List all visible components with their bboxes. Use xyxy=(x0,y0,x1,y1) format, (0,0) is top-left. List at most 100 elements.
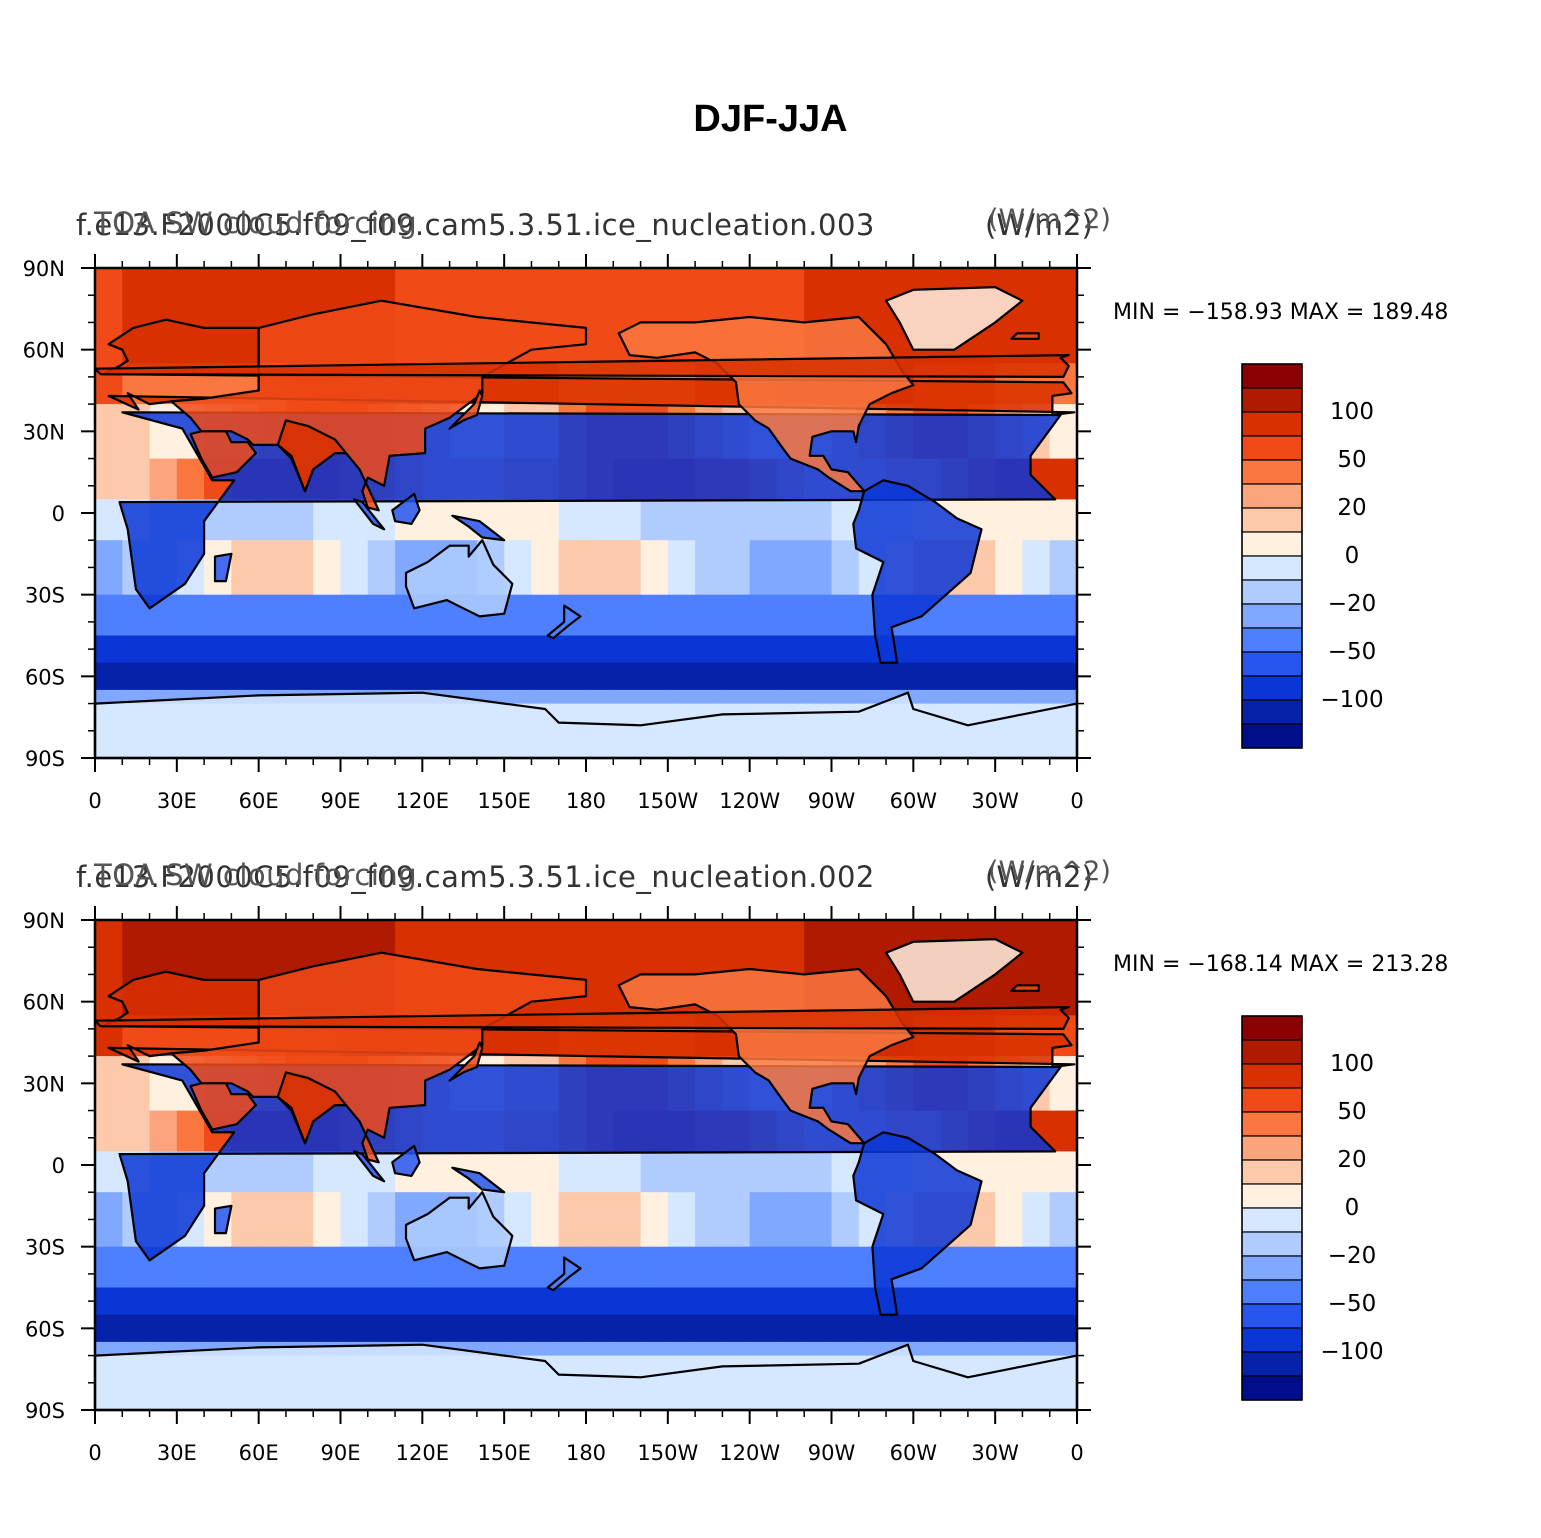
panel-units: (W/m2) xyxy=(985,860,1093,894)
colorbar-swatch xyxy=(1241,723,1303,749)
contour-cell xyxy=(967,1301,996,1316)
contour-cell xyxy=(449,295,478,310)
contour-cell xyxy=(95,1233,123,1248)
contour-cell xyxy=(176,920,205,935)
contour-cell xyxy=(367,1273,396,1289)
contour-cell xyxy=(122,376,151,392)
lon-tick-label: 0 xyxy=(88,1441,101,1465)
contour-cell xyxy=(940,1355,969,1370)
contour-cell xyxy=(258,540,287,555)
lon-tick-label: 60W xyxy=(890,789,938,813)
contour-cell xyxy=(831,1246,860,1261)
contour-cell xyxy=(149,281,178,296)
contour-cell xyxy=(722,499,751,514)
contour-cell xyxy=(967,635,996,650)
contour-cell xyxy=(504,608,533,623)
contour-cell xyxy=(258,526,287,541)
contour-cell xyxy=(176,933,205,948)
contour-cell xyxy=(640,1178,669,1193)
contour-cell xyxy=(504,1165,533,1180)
contour-cell xyxy=(940,689,969,705)
contour-cell xyxy=(531,295,560,310)
contour-cell xyxy=(504,662,533,677)
lat-tick-label: 90N xyxy=(23,257,65,281)
contour-cell xyxy=(667,920,696,935)
contour-cell xyxy=(1022,499,1051,514)
contour-cell xyxy=(476,920,505,935)
contour-cell xyxy=(285,526,314,541)
contour-cell xyxy=(886,988,914,1003)
contour-cell xyxy=(531,947,560,962)
contour-cell xyxy=(586,960,614,975)
contour-cell xyxy=(122,1110,151,1125)
contour-cell xyxy=(1022,689,1051,705)
contour-cell xyxy=(449,621,478,637)
contour-cell xyxy=(613,1178,642,1193)
contour-cell xyxy=(258,295,287,310)
contour-cell xyxy=(231,1233,260,1248)
contour-cell xyxy=(722,1328,751,1343)
colorbar-swatch xyxy=(1241,531,1303,557)
lon-tick-label: 150W xyxy=(637,789,698,813)
contour-cell xyxy=(640,567,669,582)
contour-cell xyxy=(122,472,151,487)
contour-cell xyxy=(258,947,287,962)
colorbar-label: 50 xyxy=(1337,447,1366,473)
contour-cell xyxy=(667,1341,696,1357)
contour-cell xyxy=(449,1314,478,1329)
contour-cell xyxy=(831,1233,860,1248)
contour-cell xyxy=(204,1165,232,1180)
contour-cell xyxy=(586,933,614,948)
contour-cell xyxy=(95,1096,123,1112)
contour-cell xyxy=(367,581,396,596)
lat-tick-label: 60S xyxy=(25,1317,65,1341)
contour-cell xyxy=(940,608,969,623)
contour-cell xyxy=(231,513,260,528)
contour-cell xyxy=(613,1273,642,1289)
contour-cell xyxy=(395,526,423,541)
contour-cell xyxy=(176,635,205,650)
contour-cell xyxy=(231,499,260,514)
contour-cell xyxy=(531,1165,560,1180)
contour-cell xyxy=(640,960,669,975)
contour-cell xyxy=(95,933,123,948)
contour-cell xyxy=(313,1165,342,1180)
contour-cell xyxy=(586,1273,614,1289)
contour-cell xyxy=(476,499,505,514)
contour-cell xyxy=(858,662,887,677)
contour-cell xyxy=(967,1165,996,1180)
contour-cell xyxy=(558,920,587,935)
contour-cell xyxy=(695,1219,723,1234)
contour-cell xyxy=(640,608,669,623)
contour-cell xyxy=(149,1301,178,1316)
contour-cell xyxy=(1022,1301,1051,1316)
contour-cell xyxy=(122,608,151,623)
contour-cell xyxy=(340,1192,369,1207)
lat-tick-label: 0 xyxy=(52,1154,65,1178)
lat-tick-label: 30N xyxy=(23,420,65,444)
contour-cell xyxy=(122,1287,151,1302)
contour-cell xyxy=(667,947,696,962)
contour-cell xyxy=(285,281,314,296)
contour-cell xyxy=(776,689,805,705)
contour-cell xyxy=(1022,1178,1051,1193)
contour-cell xyxy=(640,1287,669,1302)
contour-cell xyxy=(749,947,778,962)
contour-cell xyxy=(695,635,723,650)
contour-cell xyxy=(531,308,560,323)
contour-cell xyxy=(640,621,669,637)
contour-cell xyxy=(831,499,860,514)
contour-cell xyxy=(749,649,778,664)
contour-cell xyxy=(149,635,178,650)
contour-cell xyxy=(122,444,151,460)
contour-cell xyxy=(149,608,178,623)
contour-cell xyxy=(586,295,614,310)
contour-cell xyxy=(1049,1124,1078,1139)
contour-cell xyxy=(285,1246,314,1261)
colorbar-swatch xyxy=(1241,1135,1303,1161)
contour-cell xyxy=(913,649,942,664)
contour-cell xyxy=(995,1328,1024,1343)
figure-title: DJF-JJA xyxy=(693,98,848,140)
coastline-japan xyxy=(448,1041,484,1082)
contour-cell xyxy=(586,499,614,514)
